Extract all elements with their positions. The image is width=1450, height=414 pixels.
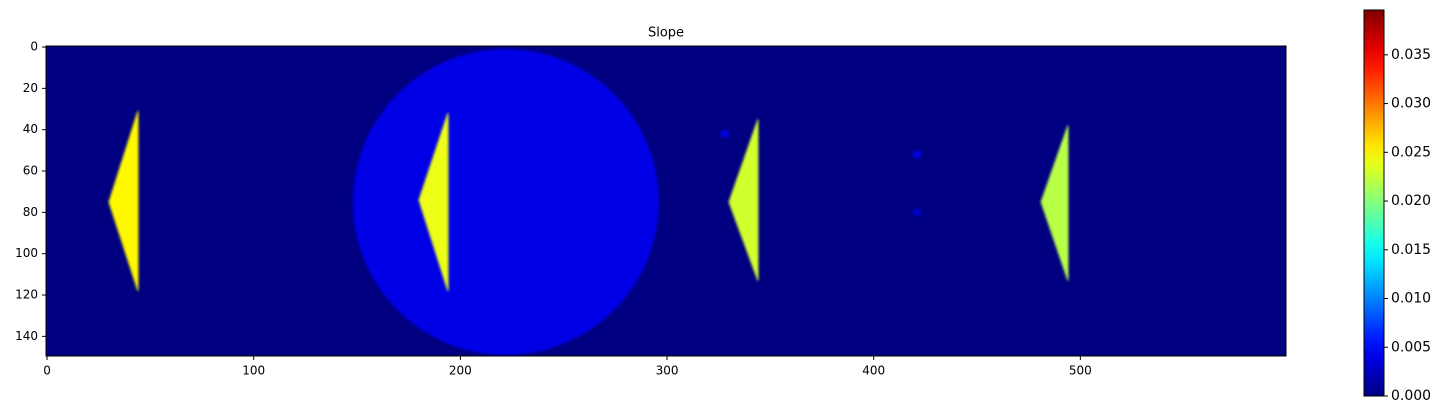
y-tick-label: 120: [15, 288, 38, 302]
y-tick-label: 140: [15, 329, 38, 343]
x-tick-label: 200: [449, 364, 472, 378]
colorbar-gradient: [1363, 9, 1385, 397]
heatmap-image: [46, 46, 1286, 356]
y-tick-label: 20: [23, 81, 38, 95]
colorbar-tick-label: 0.010: [1391, 291, 1431, 307]
heatmap-region: [418, 113, 449, 292]
heatmap-region: [728, 119, 759, 281]
x-tick-label: 300: [656, 364, 679, 378]
colorbar-tick-label: 0.005: [1391, 339, 1431, 355]
y-tick-label: 100: [15, 246, 38, 260]
x-tick-label: 100: [242, 364, 265, 378]
heatmap-region: [720, 129, 730, 138]
heatmap-background: [46, 46, 1286, 356]
colorbar-tick-label: 0.035: [1391, 47, 1431, 63]
chart-title: Slope: [648, 26, 684, 41]
heatmap-region: [1040, 125, 1069, 281]
heatmap-region: [352, 49, 659, 355]
colorbar-tick-label: 0.025: [1391, 144, 1431, 160]
colorbar-tick-label: 0.030: [1391, 96, 1431, 112]
colorbar: 0.000 0.005 0.010 0.015 0.020 0.025 0.030 0.035: [1363, 9, 1431, 404]
colorbar-tick-label: 0.015: [1391, 242, 1431, 258]
y-tick-label: 40: [23, 122, 38, 136]
plot-frame: [45, 45, 1287, 357]
y-tick-label: 0: [30, 40, 38, 54]
x-tick-label: 400: [862, 364, 885, 378]
y-tick-label: 60: [23, 164, 38, 178]
x-tick-label: 0: [43, 364, 51, 378]
y-tick-label: 80: [23, 205, 38, 219]
heatmap-region: [912, 208, 922, 217]
heatmap-region: [108, 110, 139, 292]
colorbar-tick-label: 0.000: [1391, 388, 1431, 404]
heatmap-region: [912, 150, 922, 159]
x-tick-label: 500: [1069, 364, 1092, 378]
colorbar-tick-label: 0.020: [1391, 193, 1431, 209]
